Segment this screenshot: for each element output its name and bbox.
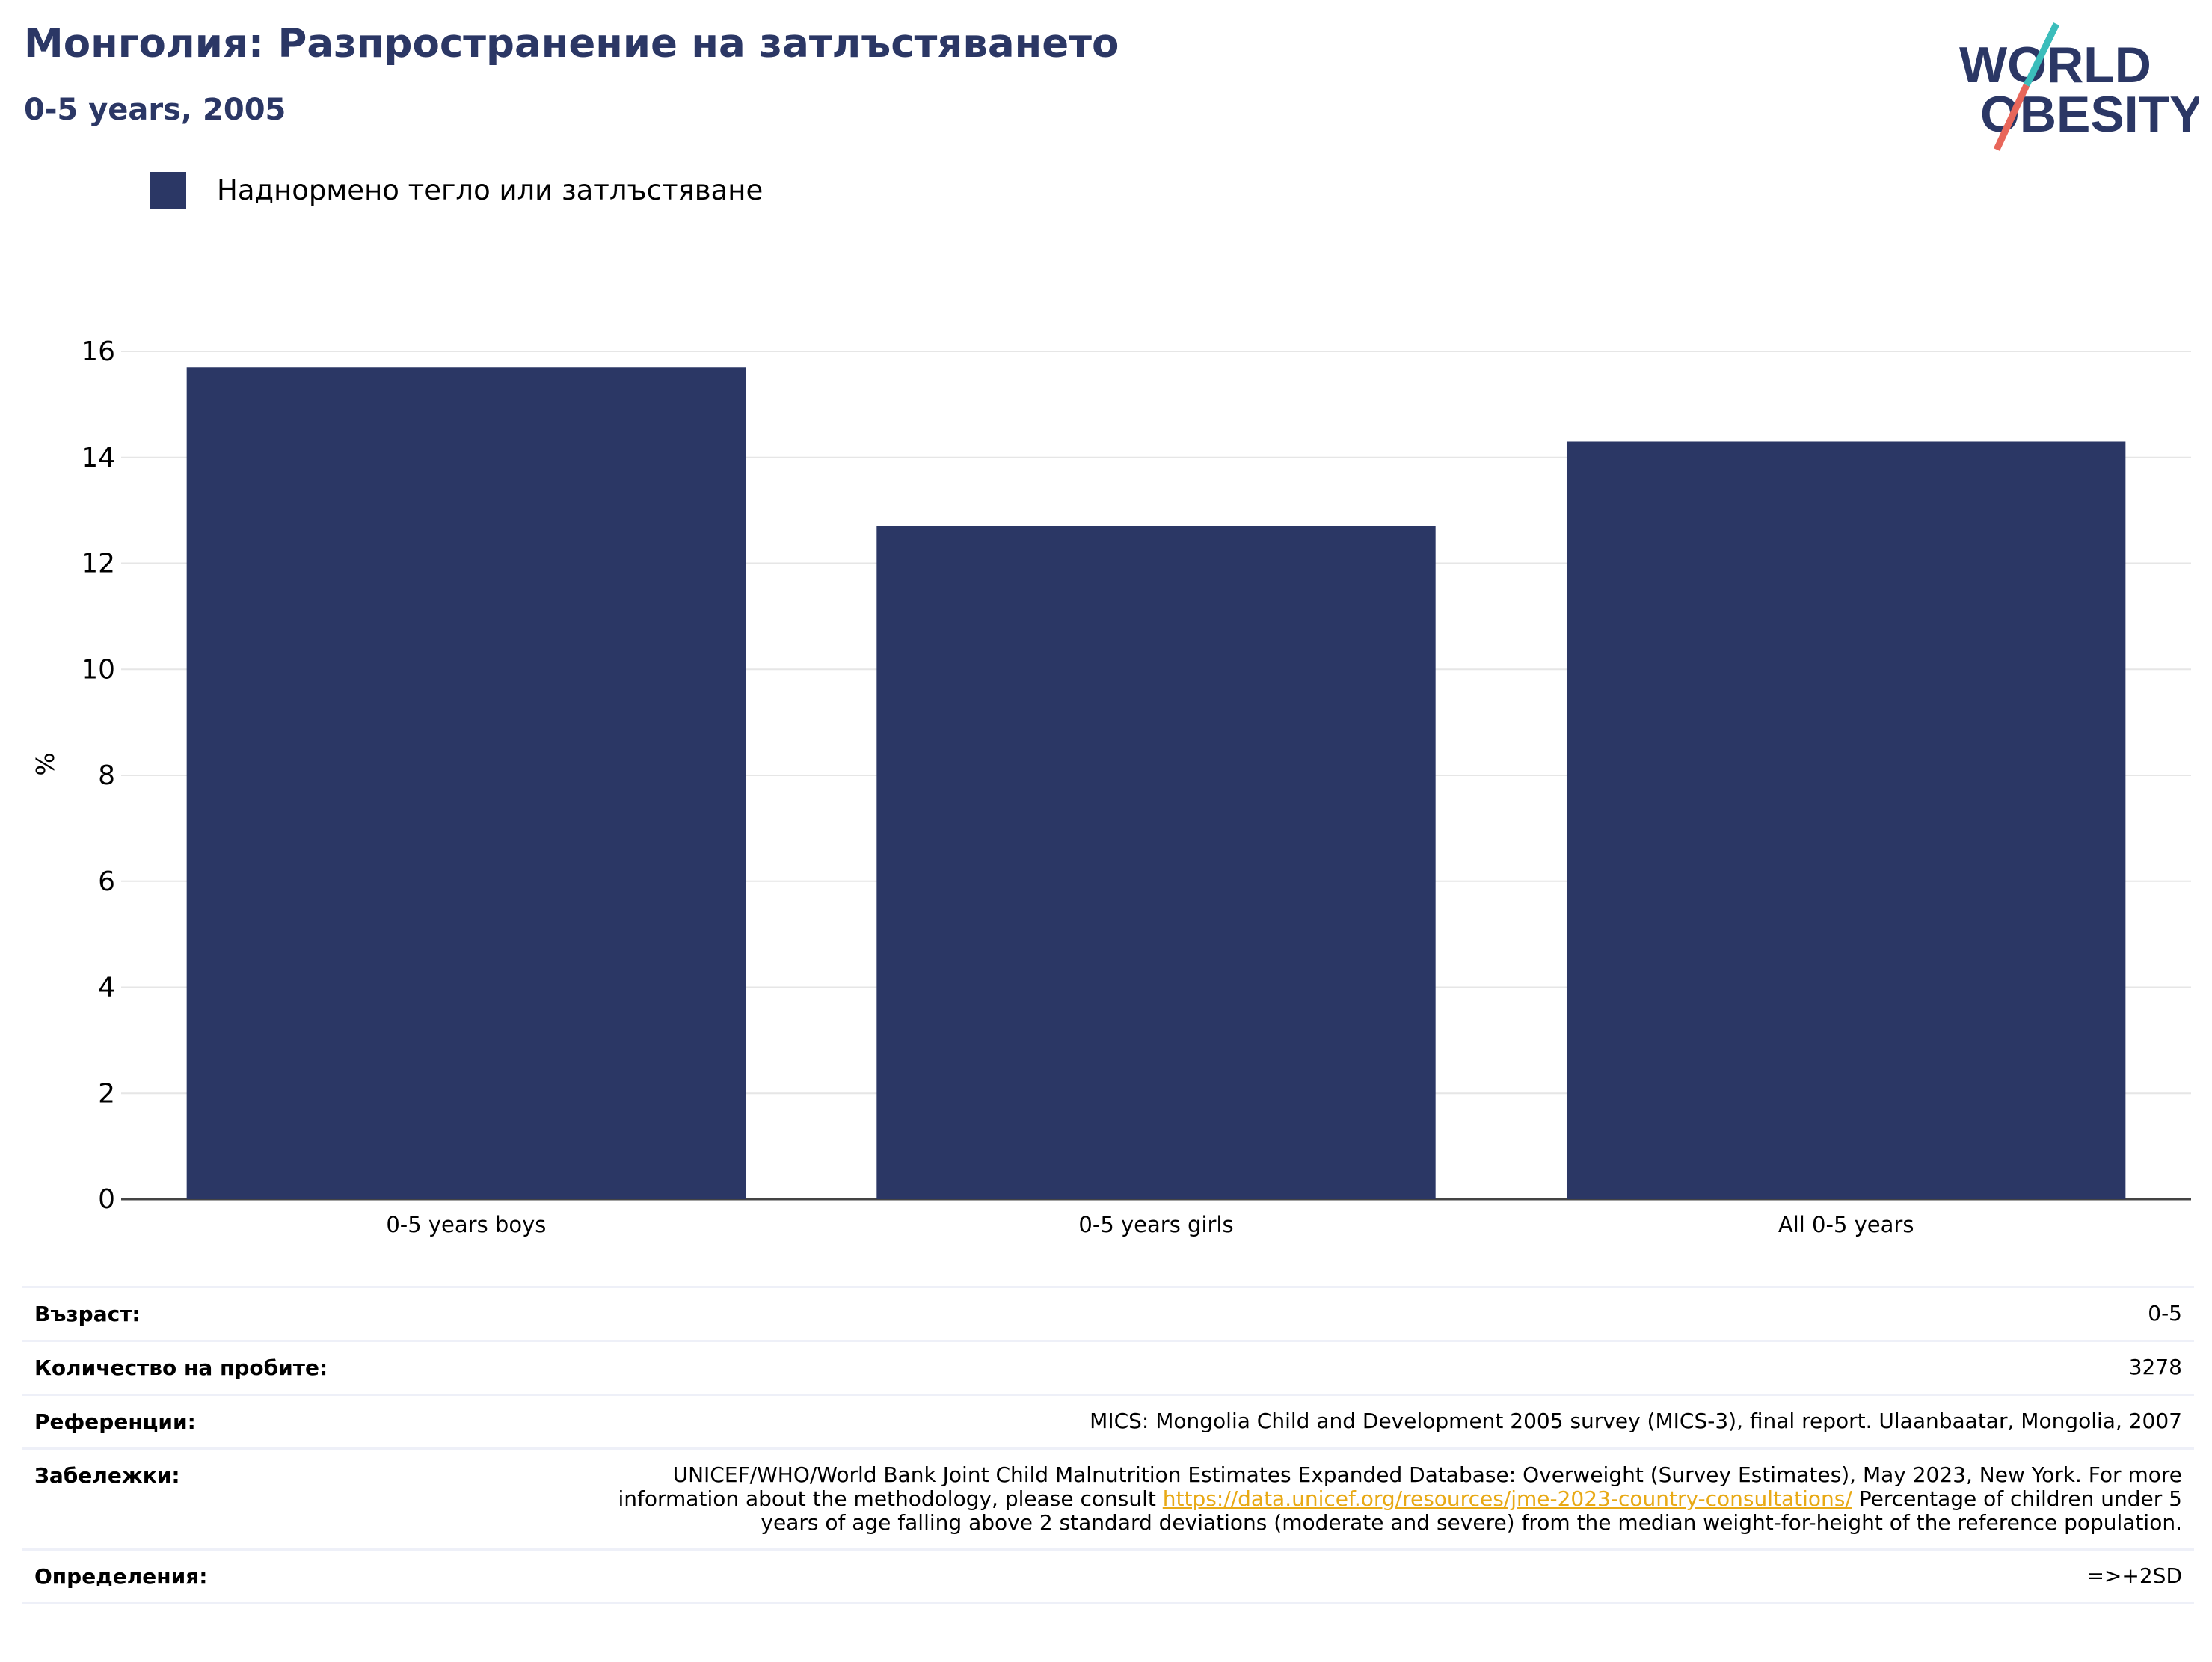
y-tick-label: 16 bbox=[81, 336, 115, 367]
y-tick-label: 12 bbox=[81, 549, 115, 579]
y-tick-label: 6 bbox=[98, 867, 115, 897]
bars bbox=[186, 367, 2126, 1200]
notes-text-before: UNICEF/WHO/World Bank Joint Child Malnut… bbox=[618, 1462, 2183, 1511]
info-row-sample-size: Количество на пробите: 3278 bbox=[22, 1340, 2194, 1394]
info-label: Референции: bbox=[34, 1409, 196, 1434]
y-tick-label: 14 bbox=[81, 443, 115, 473]
y-axis-label: % bbox=[31, 752, 60, 775]
info-row-definitions: Определения: =>+2SD bbox=[22, 1548, 2194, 1604]
legend-swatch bbox=[150, 172, 186, 209]
x-tick-label: 0-5 years girls bbox=[1078, 1212, 1233, 1237]
info-row-notes: Забележки: UNICEF/WHO/World Bank Joint C… bbox=[22, 1447, 2194, 1548]
info-label: Количество на пробите: bbox=[34, 1355, 328, 1380]
legend-label: Наднормено тегло или затлъстяване bbox=[217, 174, 764, 206]
info-value: UNICEF/WHO/World Bank Joint Child Malnut… bbox=[567, 1462, 2183, 1535]
y-tick-label: 10 bbox=[81, 654, 115, 685]
logo-slash-red bbox=[1993, 84, 2030, 151]
chart-title: Монголия: Разпространение на затлъстяван… bbox=[24, 21, 1119, 67]
info-label: Забележки: bbox=[34, 1463, 180, 1488]
y-tick-labels: 0 2 4 6 8 10 12 14 16 bbox=[81, 336, 115, 1215]
bar bbox=[876, 526, 1436, 1199]
info-row-age: Възраст: 0-5 bbox=[22, 1286, 2194, 1340]
info-value: 0-5 bbox=[2148, 1301, 2182, 1326]
info-row-references: Референции: MICS: Mongolia Child and Dev… bbox=[22, 1394, 2194, 1447]
x-tick-label: All 0-5 years bbox=[1778, 1212, 1914, 1237]
info-value: MICS: Mongolia Child and Development 200… bbox=[1090, 1409, 2182, 1433]
info-label: Възраст: bbox=[34, 1302, 141, 1326]
info-value: 3278 bbox=[2128, 1355, 2182, 1379]
notes-text-after: Percentage of children under 5 years of … bbox=[761, 1486, 2182, 1535]
chart-subtitle: 0-5 years, 2005 bbox=[24, 93, 286, 127]
y-tick-label: 2 bbox=[98, 1078, 115, 1109]
y-tick-label: 8 bbox=[98, 760, 115, 791]
methodology-link[interactable]: https://data.unicef.org/resources/jme-20… bbox=[1162, 1486, 1852, 1511]
y-tick-label: 0 bbox=[98, 1184, 115, 1215]
x-tick-label: 0-5 years boys bbox=[386, 1212, 546, 1237]
logo-line2: OBESITY bbox=[1980, 86, 2199, 143]
chart-legend: Наднормено тегло или затлъстяване bbox=[150, 172, 763, 209]
x-tick-labels: 0-5 years boys 0-5 years girls All 0-5 yea… bbox=[386, 1212, 1914, 1237]
y-tick-label: 4 bbox=[98, 973, 115, 1003]
info-table: Възраст: 0-5 Количество на пробите: 3278… bbox=[22, 1286, 2194, 1604]
logo-slash-teal bbox=[2023, 22, 2060, 87]
world-obesity-logo: WORLD OBESITY bbox=[1944, 22, 2204, 157]
bar bbox=[1566, 441, 2126, 1199]
info-value: =>+2SD bbox=[2086, 1563, 2182, 1588]
info-label: Определения: bbox=[34, 1564, 208, 1589]
bar bbox=[186, 367, 746, 1200]
bar-chart: 0 2 4 6 8 10 12 14 16 0-5 years boys 0-5 years gi… bbox=[31, 336, 2191, 1237]
logo-line1: WORLD bbox=[1959, 37, 2151, 93]
